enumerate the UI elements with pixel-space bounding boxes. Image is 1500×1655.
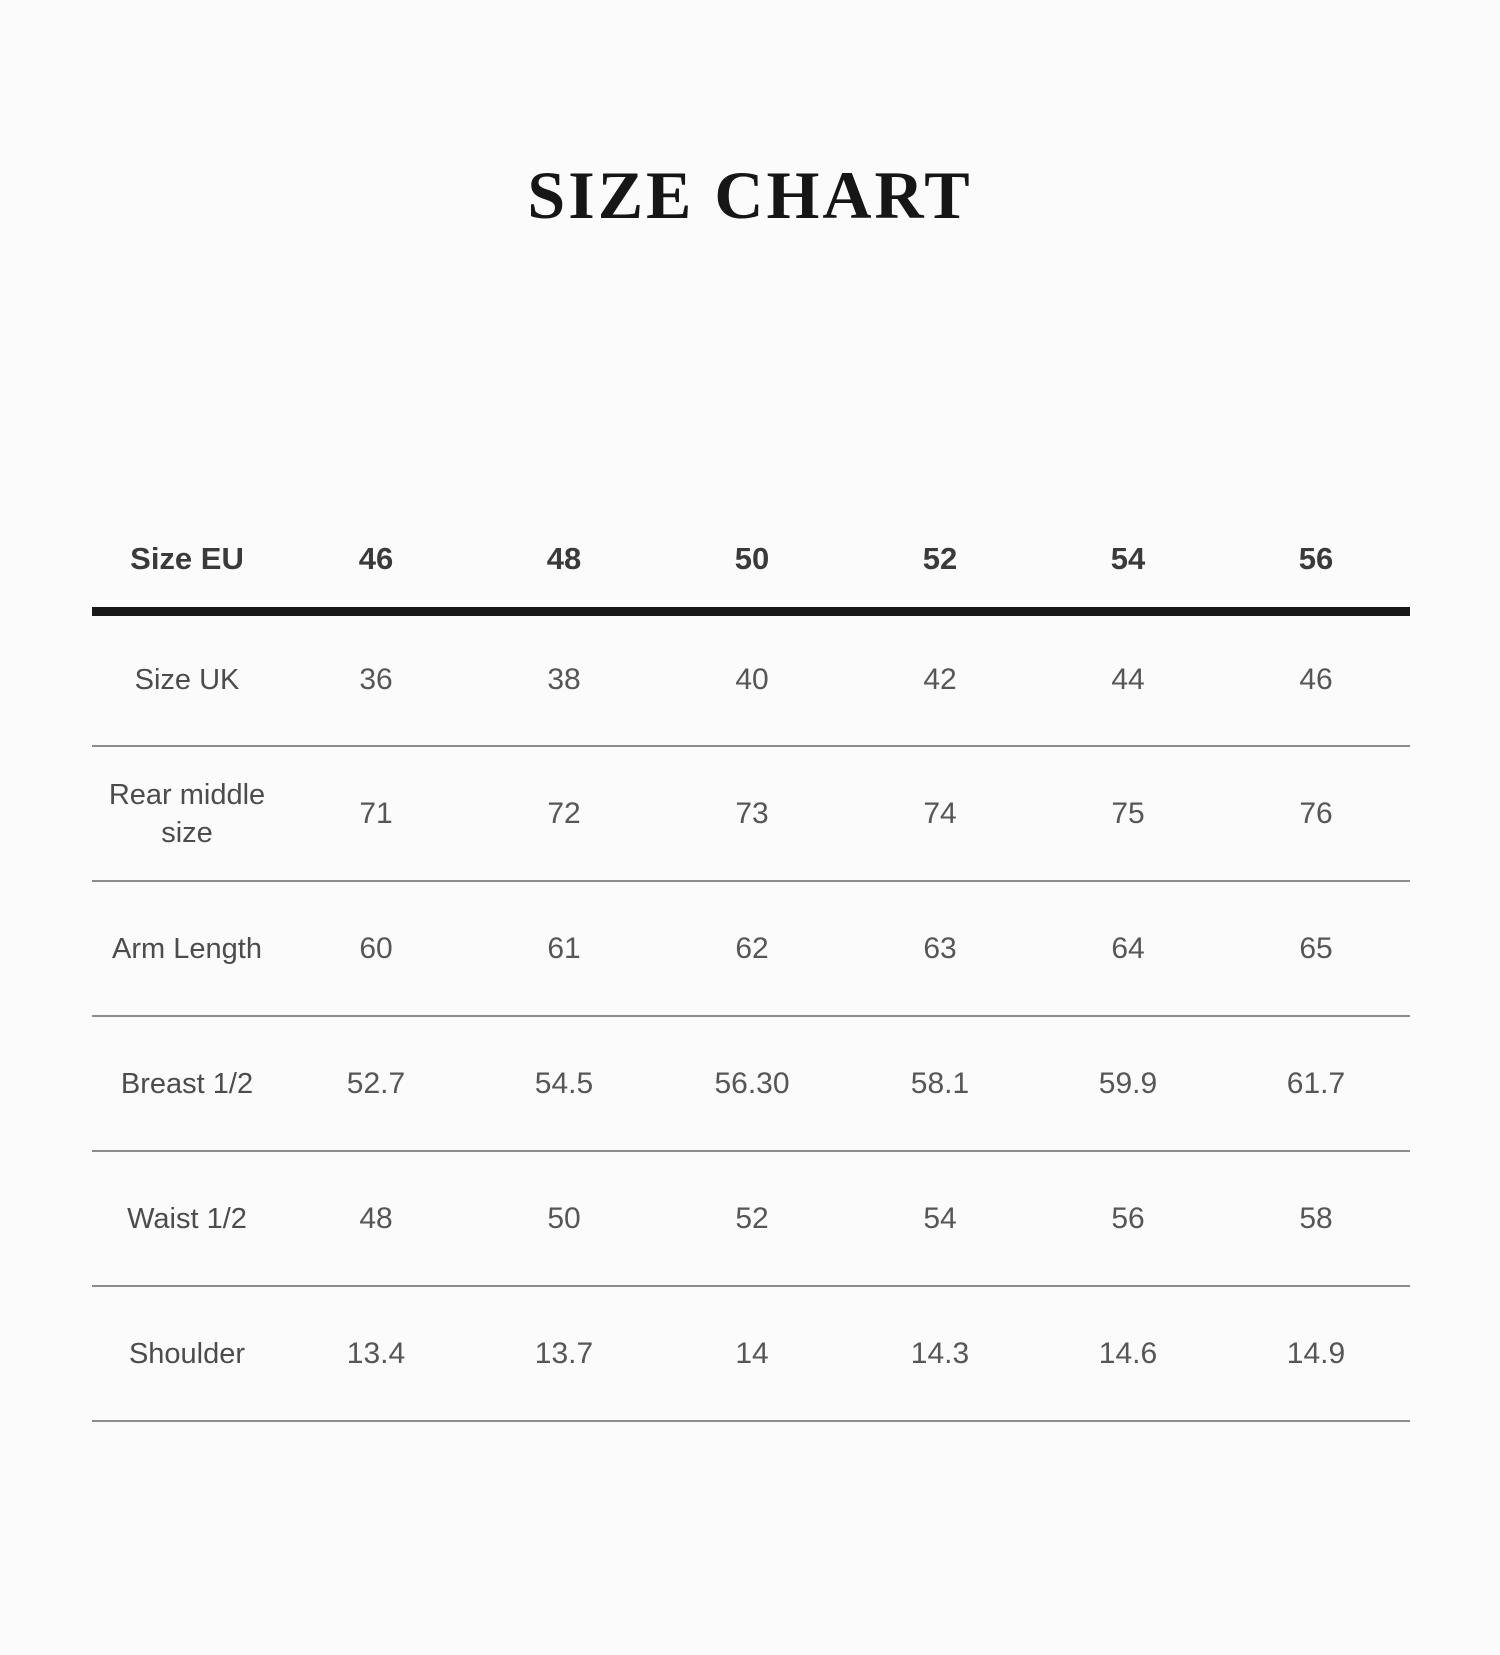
- cell-value: 59.9: [1034, 1016, 1222, 1152]
- header-size-value: 48: [470, 511, 658, 616]
- cell-value: 63: [846, 881, 1034, 1017]
- header-size-value: 46: [282, 511, 470, 616]
- cell-value: 14.9: [1222, 1286, 1410, 1422]
- table-row-breast: Breast 1/2 52.7 54.5 56.30 58.1 59.9 61.…: [92, 1016, 1410, 1152]
- cell-value: 56.30: [658, 1016, 846, 1152]
- cell-value: 40: [658, 611, 846, 747]
- cell-value: 38: [470, 611, 658, 747]
- header-size-value: 54: [1034, 511, 1222, 616]
- cell-value: 36: [282, 611, 470, 747]
- cell-value: 74: [846, 746, 1034, 882]
- table-header-row: Size EU 46 48 50 52 54 56: [92, 511, 1410, 616]
- cell-value: 13.7: [470, 1286, 658, 1422]
- cell-value: 58: [1222, 1151, 1410, 1287]
- header-size-value: 56: [1222, 511, 1410, 616]
- row-label: Size UK: [92, 611, 282, 747]
- cell-value: 64: [1034, 881, 1222, 1017]
- size-chart-table: Size EU 46 48 50 52 54 56 Size UK 36 38 …: [92, 511, 1410, 1422]
- row-label: Breast 1/2: [92, 1016, 282, 1152]
- cell-value: 60: [282, 881, 470, 1017]
- cell-value: 50: [470, 1151, 658, 1287]
- cell-value: 14: [658, 1286, 846, 1422]
- cell-value: 58.1: [846, 1016, 1034, 1152]
- page-title: SIZE CHART: [527, 157, 973, 233]
- row-label: Shoulder: [92, 1286, 282, 1422]
- cell-value: 14.3: [846, 1286, 1034, 1422]
- cell-value: 54: [846, 1151, 1034, 1287]
- cell-value: 76: [1222, 746, 1410, 882]
- cell-value: 56: [1034, 1151, 1222, 1287]
- cell-value: 65: [1222, 881, 1410, 1017]
- cell-value: 14.6: [1034, 1286, 1222, 1422]
- header-size-value: 52: [846, 511, 1034, 616]
- header-size-value: 50: [658, 511, 846, 616]
- cell-value: 75: [1034, 746, 1222, 882]
- cell-value: 48: [282, 1151, 470, 1287]
- cell-value: 62: [658, 881, 846, 1017]
- table-row-size-uk: Size UK 36 38 40 42 44 46: [92, 611, 1410, 747]
- cell-value: 44: [1034, 611, 1222, 747]
- cell-value: 71: [282, 746, 470, 882]
- header-size-eu-label: Size EU: [92, 511, 282, 616]
- cell-value: 52.7: [282, 1016, 470, 1152]
- cell-value: 61.7: [1222, 1016, 1410, 1152]
- cell-value: 73: [658, 746, 846, 882]
- table-row-shoulder: Shoulder 13.4 13.7 14 14.3 14.6 14.9: [92, 1286, 1410, 1422]
- cell-value: 61: [470, 881, 658, 1017]
- table-row-arm-length: Arm Length 60 61 62 63 64 65: [92, 881, 1410, 1017]
- cell-value: 42: [846, 611, 1034, 747]
- cell-value: 13.4: [282, 1286, 470, 1422]
- cell-value: 52: [658, 1151, 846, 1287]
- table-row-waist: Waist 1/2 48 50 52 54 56 58: [92, 1151, 1410, 1287]
- cell-value: 46: [1222, 611, 1410, 747]
- row-label: Rear middle size: [92, 746, 282, 882]
- table-row-rear-middle-size: Rear middle size 71 72 73 74 75 76: [92, 746, 1410, 882]
- row-label: Waist 1/2: [92, 1151, 282, 1287]
- row-label: Arm Length: [92, 881, 282, 1017]
- cell-value: 72: [470, 746, 658, 882]
- cell-value: 54.5: [470, 1016, 658, 1152]
